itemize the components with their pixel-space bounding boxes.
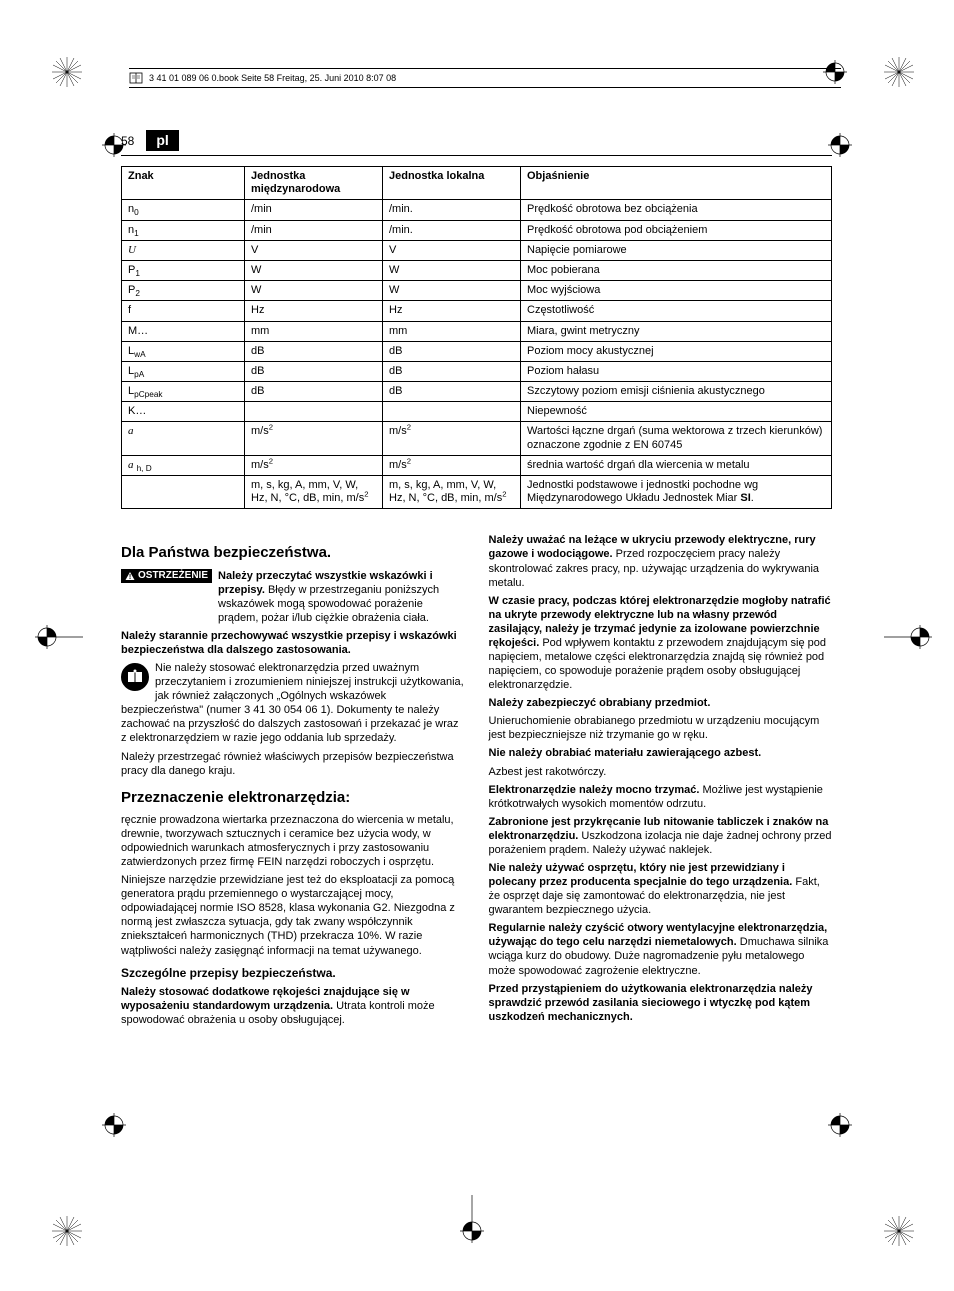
left-column: Dla Państwa bezpieczeństwa. ! OSTRZEŻENI…: [121, 533, 465, 1031]
secure-workpiece-bold: Należy zabezpieczyć obrabiany przedmiot.: [489, 696, 833, 710]
hold-firm: Elektronarzędzie należy mocno trzymać. M…: [489, 783, 833, 811]
th-jl: Jednostka lokalna: [383, 167, 521, 200]
registration-icon: [828, 1113, 852, 1137]
registration-icon: [102, 1113, 126, 1137]
warning-label: OSTRZEŻENIE: [138, 570, 208, 583]
book-icon: [129, 71, 143, 85]
table-row: fHzHzCzęstotliwość: [122, 301, 832, 321]
table-row: UVVNapięcie pomiarowe: [122, 240, 832, 260]
page-number: 58: [121, 134, 134, 148]
insulated-grip: W czasie pracy, podczas której elektrona…: [489, 594, 833, 693]
warning-triangle-icon: !: [125, 571, 135, 581]
starburst-icon: [884, 57, 914, 87]
table-row: LpAdBdBPoziom hałasu: [122, 361, 832, 381]
read-manual-icon: [121, 663, 149, 691]
table-row: m, s, kg, A, mm, V, W, Hz, N, °C, dB, mi…: [122, 476, 832, 509]
asbestos-bold: Nie należy obrabiać materiału zawierając…: [489, 746, 833, 760]
country-rules: Należy przestrzegać również właściwych p…: [121, 750, 465, 778]
registration-icon: [884, 625, 932, 649]
th-jm: Jednostka międzynarodowa: [245, 167, 383, 200]
th-znak: Znak: [122, 167, 245, 200]
clean-vents: Regularnie należy czyścić otwory wentyla…: [489, 921, 833, 977]
special-rule-1: Należy stosować dodatkowe rękojeści znaj…: [121, 985, 465, 1027]
right-column: Należy uważać na leżące w ukryciu przewo…: [489, 533, 833, 1031]
special-rules-heading: Szczególne przepisy bezpieczeństwa.: [121, 966, 465, 981]
approved-accessories: Nie należy używać osprzętu, który nie je…: [489, 861, 833, 917]
manual-paragraph: Nie należy stosować elektronarzędzia prz…: [121, 661, 465, 745]
no-riveting: Zabronione jest przykręcanie lub nitowan…: [489, 815, 833, 857]
table-row: LwAdBdBPoziom mocy akustycznej: [122, 341, 832, 361]
warning-badge: ! OSTRZEŻENIE: [121, 569, 212, 584]
specs-table: Znak Jednostka międzynarodowa Jednostka …: [121, 166, 832, 509]
table-row: P2WWMoc wyjściowa: [122, 281, 832, 301]
page-header: 3 41 01 089 06 0.book Seite 58 Freitag, …: [129, 68, 841, 88]
purpose-p1: ręcznie prowadzona wiertarka przeznaczon…: [121, 813, 465, 869]
purpose-p2: Niniejsze narzędzie przewidziane jest te…: [121, 873, 465, 957]
safety-heading: Dla Państwa bezpieczeństwa.: [121, 543, 465, 562]
svg-text:!: !: [129, 574, 131, 581]
starburst-icon: [52, 1216, 82, 1246]
header-text: 3 41 01 089 06 0.book Seite 58 Freitag, …: [149, 73, 396, 83]
purpose-heading: Przeznaczenie elektronarzędzia:: [121, 788, 465, 807]
page-number-row: 58 pl: [121, 130, 832, 156]
table-row: M…mmmmMiara, gwint metryczny: [122, 321, 832, 341]
table-row: n0/min/min.Prędkość obrotowa bez obciąże…: [122, 200, 832, 220]
th-ob: Objaśnienie: [521, 167, 832, 200]
table-row: a h, Dm/s2m/s2średnia wartość drgań dla …: [122, 455, 832, 475]
table-row: n1/min/min.Prędkość obrotowa pod obciąże…: [122, 220, 832, 240]
table-row: am/s2m/s2Wartości łączne drgań (suma wek…: [122, 422, 832, 455]
starburst-icon: [884, 1216, 914, 1246]
table-row: K…Niepewność: [122, 402, 832, 422]
table-row: P1WWMoc pobierana: [122, 260, 832, 280]
hidden-wires: Należy uważać na leżące w ukryciu przewo…: [489, 533, 833, 589]
warning-text: Należy przeczytać wszystkie wskazówki i …: [218, 569, 464, 625]
keep-instructions: Należy starannie przechowywać wszystkie …: [121, 629, 465, 657]
table-row: LpCpeakdBdBSzczytowy poziom emisji ciśni…: [122, 382, 832, 402]
starburst-icon: [52, 57, 82, 87]
registration-icon: [35, 625, 83, 649]
check-cord: Przed przystąpieniem do użytkowania elek…: [489, 982, 833, 1024]
asbestos: Azbest jest rakotwórczy.: [489, 765, 833, 779]
registration-icon: [460, 1195, 484, 1243]
language-badge: pl: [146, 130, 178, 151]
secure-workpiece: Unieruchomienie obrabianego przedmiotu w…: [489, 714, 833, 742]
